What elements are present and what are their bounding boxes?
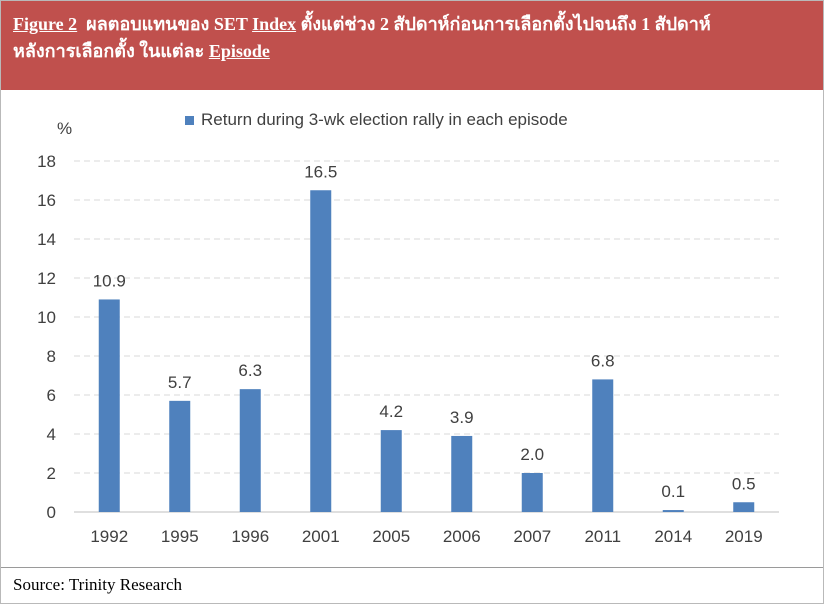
data-label-1992: 10.9 <box>93 271 126 290</box>
bars <box>98 190 755 512</box>
source-note: Source: Trinity Research <box>13 575 183 594</box>
y-tick-label: 4 <box>47 425 56 444</box>
x-tick-label-2011: 2011 <box>584 527 621 546</box>
data-label-2006: 3.9 <box>450 408 474 427</box>
x-axis-tick-labels: 1992 1995 1996 2001 2005 2006 2007 2011 2014 2019 <box>90 527 762 546</box>
y-tick-label: 18 <box>37 152 56 171</box>
data-label-2019: 0.5 <box>732 474 756 493</box>
y-tick-label: 6 <box>47 386 56 405</box>
y-tick-label: 12 <box>37 269 56 288</box>
data-label-2001: 16.5 <box>304 162 337 181</box>
y-axis-tick-labels: 0 2 4 6 8 10 12 14 16 18 <box>37 152 56 522</box>
bar-1992 <box>98 299 120 512</box>
x-tick-label-2007: 2007 <box>513 527 551 546</box>
legend-label: Return during 3-wk election rally in eac… <box>201 110 568 129</box>
bar-2014 <box>662 510 684 512</box>
x-tick-label-2014: 2014 <box>654 527 692 546</box>
data-label-2007: 2.0 <box>520 445 544 464</box>
title-text-2: ตั้งแต่ช่วง 2 สัปดาห์ก่อนการเลือกตั้งไปจ… <box>300 14 711 34</box>
y-tick-label: 14 <box>37 230 56 249</box>
bar-2001 <box>310 190 332 512</box>
bar-2011 <box>592 379 614 512</box>
figure-label: Figure 2 <box>13 14 78 34</box>
bar-chart: 0 2 4 6 8 10 12 14 16 18 10.9 5.7 6.3 16.5 4.2 3.9 2.0 6… <box>37 152 779 546</box>
title-index: Index <box>252 14 297 34</box>
data-labels: 10.9 5.7 6.3 16.5 4.2 3.9 2.0 6.8 0.1 0.5 <box>93 162 756 501</box>
header-title-line-1: Figure 2 ผลตอบแทนของ SET Index ตั้งแต่ช่… <box>13 11 811 38</box>
x-tick-label-2001: 2001 <box>302 527 340 546</box>
chart-legend: Return during 3-wk election rally in eac… <box>185 109 568 131</box>
footer-divider <box>1 567 823 568</box>
title-text-1: ผลตอบแทนของ SET <box>86 14 248 34</box>
title-episode: Episode <box>208 41 270 61</box>
x-tick-label-1992: 1992 <box>90 527 128 546</box>
bar-1995 <box>169 400 191 512</box>
legend-swatch <box>185 115 194 125</box>
data-label-2005: 4.2 <box>379 402 403 421</box>
bar-2019 <box>733 502 755 512</box>
header-title-line-2: หลังการเลือกตั้ง ในแต่ละ Episode <box>13 38 811 65</box>
gridlines <box>74 160 779 513</box>
bar-2005 <box>380 430 402 512</box>
x-tick-label-1995: 1995 <box>161 527 199 546</box>
data-label-1996: 6.3 <box>238 361 262 380</box>
bar-2007 <box>521 473 543 512</box>
data-label-1995: 5.7 <box>168 373 192 392</box>
bar-2006 <box>451 435 473 512</box>
y-axis-unit-label: % <box>57 119 73 138</box>
title-text-3: หลังการเลือกตั้ง ในแต่ละ <box>13 41 205 61</box>
figure-header: Figure 2 ผลตอบแทนของ SET Index ตั้งแต่ช่… <box>1 1 823 90</box>
x-tick-label-1996: 1996 <box>231 527 269 546</box>
y-tick-label: 2 <box>47 464 56 483</box>
x-tick-label-2019: 2019 <box>725 527 763 546</box>
y-tick-label: 8 <box>47 347 56 366</box>
x-tick-label-2005: 2005 <box>372 527 410 546</box>
data-label-2011: 6.8 <box>591 351 615 370</box>
y-tick-label: 10 <box>37 308 56 327</box>
data-label-2014: 0.1 <box>661 482 685 501</box>
bar-1996 <box>239 389 261 512</box>
y-tick-label: 16 <box>37 191 56 210</box>
y-tick-label: 0 <box>47 503 56 522</box>
x-tick-label-2006: 2006 <box>443 527 481 546</box>
